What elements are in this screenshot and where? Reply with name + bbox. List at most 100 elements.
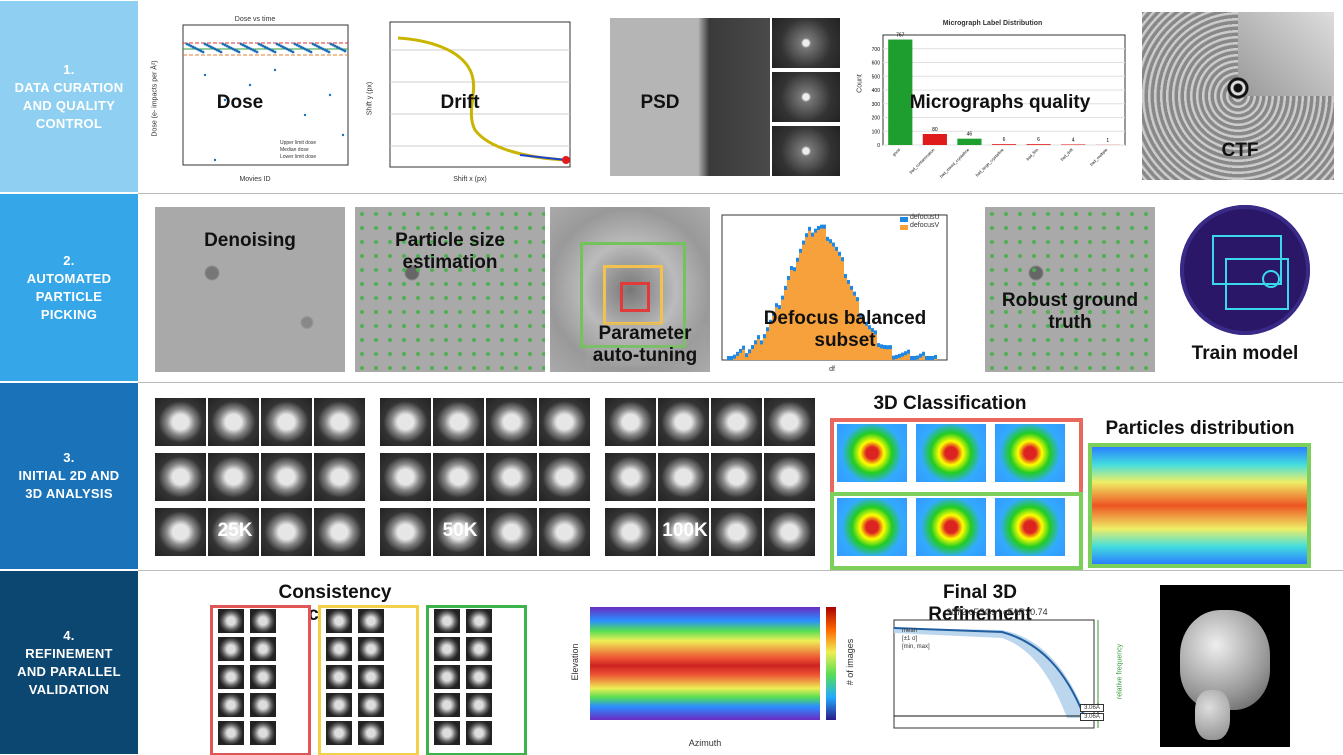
class-average xyxy=(358,693,384,717)
ctf-center xyxy=(1226,76,1250,100)
panel-label: Defocus balanced subset xyxy=(745,308,945,352)
hist-bar-v xyxy=(922,356,925,360)
class-average xyxy=(711,453,762,501)
dose-outlier xyxy=(204,74,206,76)
legend-entry: [min, max] xyxy=(902,644,952,650)
class-average xyxy=(155,453,206,501)
class-average xyxy=(434,693,460,717)
hist-bar-v xyxy=(907,354,910,360)
dose-outlier xyxy=(304,114,306,116)
x-tick-label: bad_drift xyxy=(1059,147,1074,162)
class-average xyxy=(466,609,492,633)
x-axis-label: df xyxy=(812,366,852,373)
class-average xyxy=(358,721,384,745)
dose-point xyxy=(220,51,223,54)
colorbar xyxy=(826,607,836,720)
legend-entry: mean xyxy=(902,628,952,634)
class-average xyxy=(314,508,365,556)
hist-bar-v xyxy=(745,357,748,360)
y-axis-label: Elevation xyxy=(570,627,580,697)
class-average xyxy=(261,398,312,446)
y-axis-label: Dose (e- impacts per Å²) xyxy=(152,44,159,154)
x-tick-label: bad_contamination xyxy=(908,147,935,174)
dose-point xyxy=(310,51,313,54)
legend-entry: Upper limit dose xyxy=(280,140,360,146)
y-tick-label: 0 xyxy=(877,143,880,149)
class-average xyxy=(218,637,244,661)
class-average xyxy=(326,609,352,633)
panel-label: Dose xyxy=(180,92,300,114)
class-average xyxy=(314,453,365,501)
row-title: AUTOMATED PARTICLE PICKING xyxy=(14,270,124,324)
panel-label: 25K xyxy=(185,520,285,542)
y-tick-label: 300 xyxy=(872,102,881,108)
value-label: 1 xyxy=(1106,138,1109,144)
class-average xyxy=(486,398,537,446)
panel-label: Train model xyxy=(1180,343,1310,365)
psd-tile xyxy=(772,18,840,68)
x-tick-label: bad_film xyxy=(1025,147,1040,162)
class-map xyxy=(916,498,986,556)
elevation-map xyxy=(590,607,820,720)
y-tick-label: 500 xyxy=(872,74,881,80)
class-average xyxy=(218,609,244,633)
dose-point xyxy=(292,51,295,54)
hist-bar-u xyxy=(916,355,919,360)
figure: 1.DATA CURATION AND QUALITY CONTROL2.AUT… xyxy=(0,0,1343,755)
chart-title: 3072 cFSCs | cFAR: 0.74 xyxy=(892,607,1102,617)
x-axis-label: Azimuth xyxy=(670,738,740,748)
class-average xyxy=(466,693,492,717)
y-tick-label: 100 xyxy=(872,129,881,135)
class-average xyxy=(434,665,460,689)
class-map xyxy=(916,424,986,482)
hist-bar-v xyxy=(748,353,751,360)
class-average xyxy=(218,693,244,717)
hist-bar-v xyxy=(934,359,937,360)
bar xyxy=(992,144,1016,145)
row-title: INITIAL 2D AND 3D ANALYSIS xyxy=(14,467,124,503)
hist-bar-u xyxy=(928,356,931,360)
legend-swatch xyxy=(900,217,908,222)
panel-label: Micrographs quality xyxy=(900,92,1100,114)
row-number: 3. xyxy=(63,449,74,467)
class-average xyxy=(434,637,460,661)
bar xyxy=(923,134,947,145)
class-average xyxy=(711,398,762,446)
drift-end xyxy=(562,156,570,164)
value-label: 80 xyxy=(932,127,938,133)
y-tick-label: 200 xyxy=(872,116,881,122)
class-average xyxy=(208,453,259,501)
class-average xyxy=(155,398,206,446)
panel-label: PSD xyxy=(600,92,720,114)
class-average xyxy=(326,637,352,661)
row-number: 4. xyxy=(63,627,74,645)
class-average xyxy=(250,609,276,633)
panel-label: Drift xyxy=(400,92,520,114)
row-label: 4.REFINEMENT AND PARALLEL VALIDATION xyxy=(0,571,138,754)
class-average xyxy=(250,693,276,717)
class-average xyxy=(218,721,244,745)
class-average xyxy=(764,398,815,446)
y-tick-label: 600 xyxy=(872,61,881,67)
hist-bar-u xyxy=(931,356,934,360)
class-average xyxy=(261,453,312,501)
psd-tile xyxy=(772,72,840,122)
dose-point xyxy=(274,51,277,54)
class-average xyxy=(314,398,365,446)
class-average xyxy=(358,609,384,633)
bar xyxy=(957,139,981,145)
panel-label: 100K xyxy=(635,520,735,542)
x-tick-label: bad_mixed_crystalline xyxy=(939,147,971,179)
panel-label: Parameter auto-tuning xyxy=(585,323,705,367)
dose-point xyxy=(344,50,347,53)
class-average xyxy=(218,665,244,689)
hist-bar-v xyxy=(895,359,898,360)
bar xyxy=(1061,144,1085,145)
psd-tile xyxy=(772,126,840,176)
map-tail xyxy=(1195,690,1230,740)
y-axis-label: Count xyxy=(857,69,864,99)
bar xyxy=(1026,144,1050,145)
class-average xyxy=(433,453,484,501)
class-average xyxy=(326,665,352,689)
row-divider xyxy=(138,570,1343,571)
